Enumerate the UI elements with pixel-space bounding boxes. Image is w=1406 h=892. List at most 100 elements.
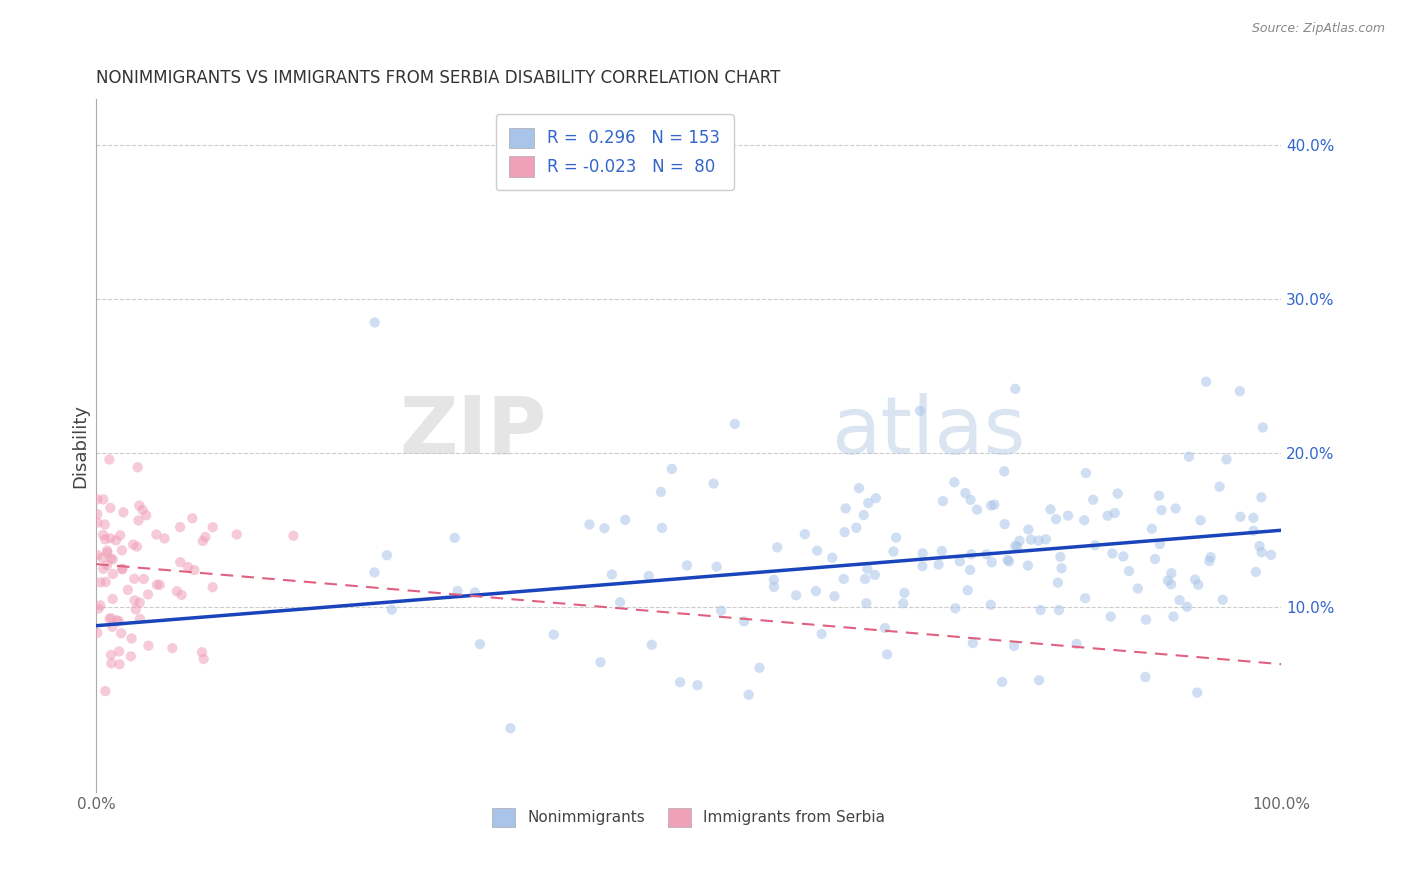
Point [91, 492, 114, 507]
Point [931, 544, 953, 558]
Point [943, 601, 966, 615]
Point [960, 547, 983, 561]
Point [98, 500, 121, 515]
Point [128, 595, 150, 609]
Point [136, 587, 159, 601]
Point [1199, 550, 1222, 565]
Point [980, 499, 1002, 513]
Point [162, 641, 184, 656]
Point [1019, 533, 1042, 547]
Point [1215, 452, 1237, 467]
Point [1187, 578, 1209, 592]
Point [1035, 533, 1057, 547]
Text: Source: ZipAtlas.com: Source: ZipAtlas.com [1251, 22, 1385, 36]
Point [641, 638, 664, 652]
Point [201, 580, 224, 594]
Point [661, 462, 683, 476]
Point [100, 531, 122, 545]
Point [127, 513, 149, 527]
Point [101, 566, 124, 581]
Point [181, 511, 204, 525]
Point [810, 627, 832, 641]
Point [980, 598, 1002, 612]
Point [1084, 538, 1107, 552]
Point [110, 626, 132, 640]
Point [101, 591, 124, 606]
Point [1250, 491, 1272, 505]
Point [1017, 523, 1039, 537]
Point [1175, 599, 1198, 614]
Point [122, 572, 145, 586]
Point [128, 499, 150, 513]
Point [637, 569, 659, 583]
Point [111, 562, 134, 576]
Point [112, 505, 135, 519]
Point [609, 595, 631, 609]
Point [806, 543, 828, 558]
Point [891, 596, 914, 610]
Point [651, 521, 673, 535]
Point [976, 547, 998, 561]
Point [100, 611, 122, 625]
Point [86, 492, 108, 507]
Point [928, 558, 950, 572]
Point [108, 657, 131, 672]
Point [464, 585, 486, 599]
Point [132, 572, 155, 586]
Point [120, 649, 142, 664]
Point [1081, 492, 1104, 507]
Point [94, 684, 117, 698]
Point [101, 620, 124, 634]
Point [1005, 540, 1028, 554]
Point [845, 521, 868, 535]
Point [1045, 512, 1067, 526]
Point [962, 636, 984, 650]
Point [89, 575, 111, 590]
Point [131, 503, 153, 517]
Point [1097, 508, 1119, 523]
Point [1074, 591, 1097, 606]
Text: atlas: atlas [831, 392, 1025, 471]
Point [834, 501, 856, 516]
Point [876, 648, 898, 662]
Text: ZIP: ZIP [399, 392, 547, 471]
Point [834, 525, 856, 540]
Point [96, 543, 118, 558]
Point [865, 491, 887, 506]
Point [959, 563, 981, 577]
Point [1135, 670, 1157, 684]
Point [1250, 545, 1272, 559]
Point [748, 661, 770, 675]
Point [149, 578, 172, 592]
Point [893, 586, 915, 600]
Point [1101, 546, 1123, 560]
Point [86, 516, 108, 530]
Point [101, 552, 124, 566]
Point [650, 484, 672, 499]
Point [852, 508, 875, 522]
Point [111, 562, 134, 576]
Point [1249, 539, 1271, 553]
Point [993, 464, 1015, 478]
Point [1002, 639, 1025, 653]
Point [1195, 375, 1218, 389]
Point [983, 498, 1005, 512]
Point [87, 601, 110, 615]
Point [100, 648, 122, 662]
Point [1251, 420, 1274, 434]
Point [1163, 609, 1185, 624]
Point [908, 404, 931, 418]
Point [724, 417, 747, 431]
Point [1244, 565, 1267, 579]
Point [1126, 582, 1149, 596]
Point [1243, 524, 1265, 538]
Point [91, 562, 114, 576]
Point [1164, 501, 1187, 516]
Point [766, 541, 789, 555]
Point [1004, 382, 1026, 396]
Point [832, 572, 855, 586]
Point [169, 555, 191, 569]
Point [855, 596, 877, 610]
Point [108, 615, 131, 629]
Point [100, 657, 122, 671]
